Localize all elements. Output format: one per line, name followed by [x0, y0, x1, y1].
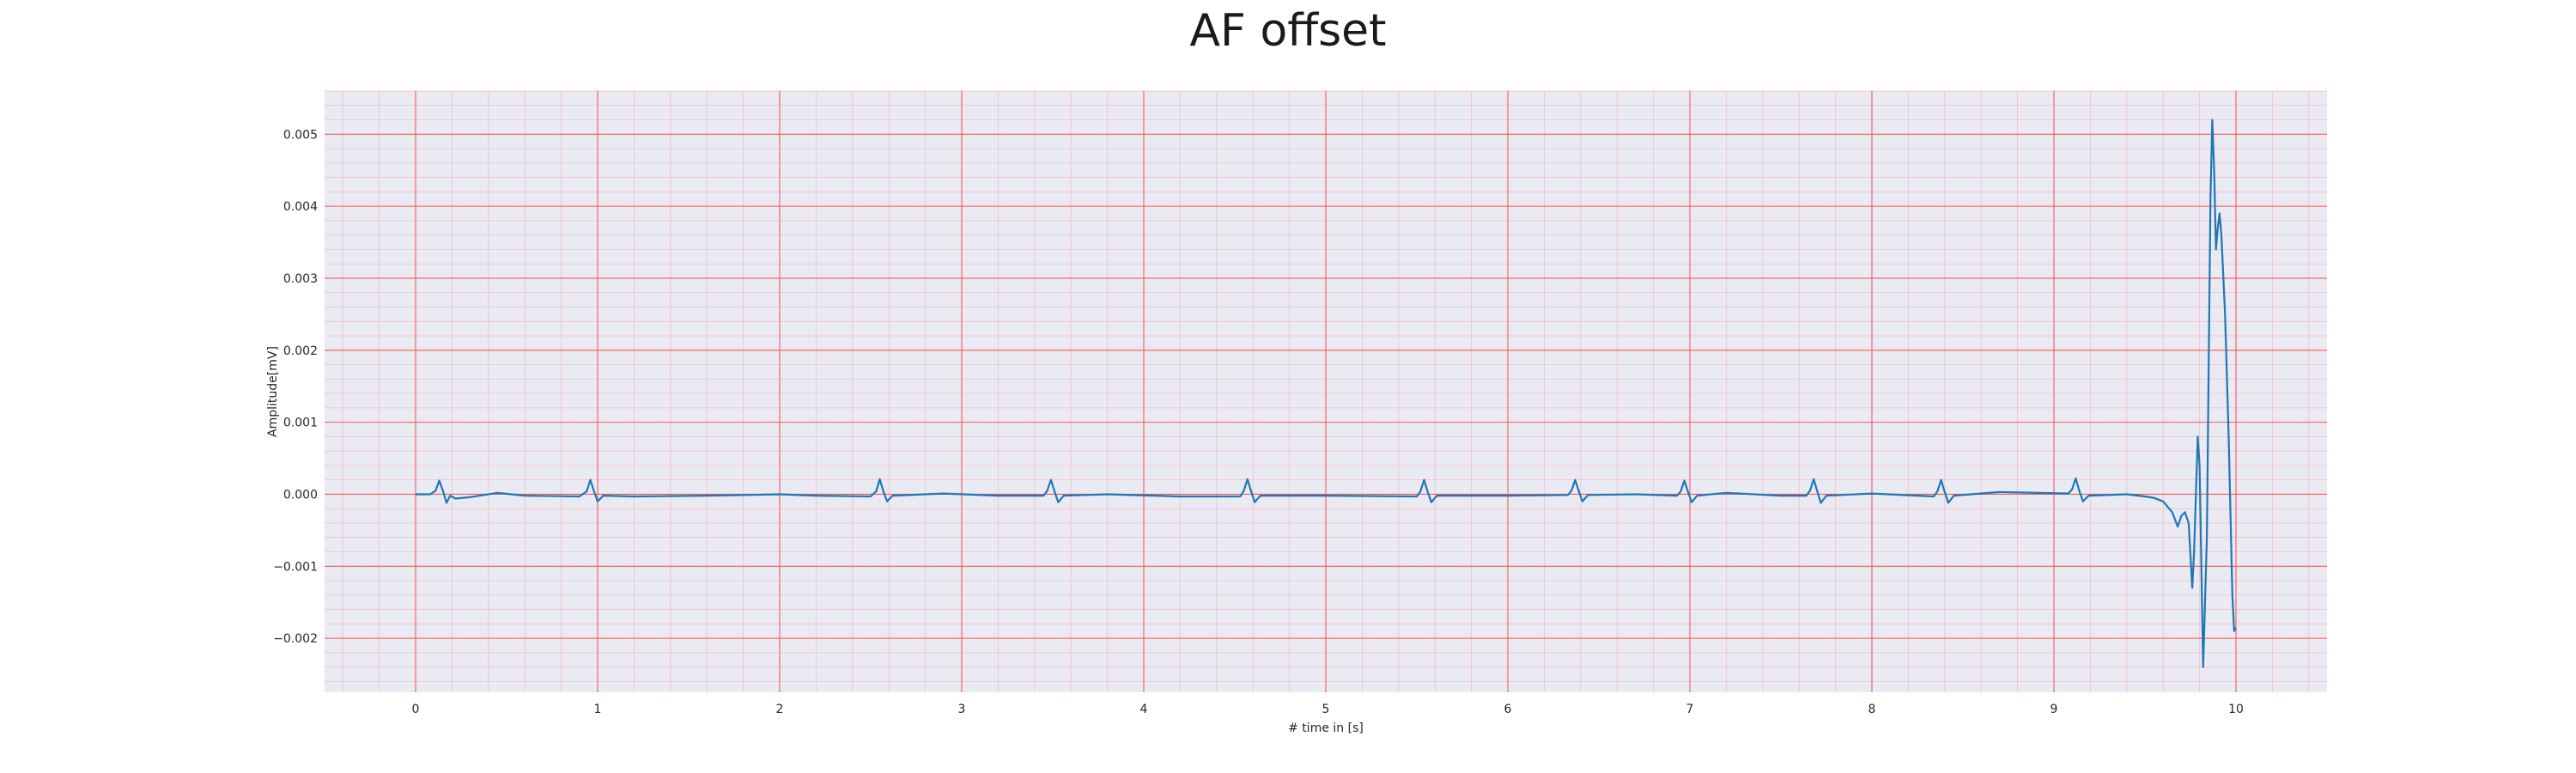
ecg-series-line	[416, 119, 2237, 668]
y-tick-label: 0.001	[283, 417, 318, 430]
x-tick-label: 6	[1504, 703, 1512, 716]
y-tick-label: −0.001	[273, 560, 318, 574]
x-tick-label: 1	[594, 703, 602, 716]
x-axis-label: # time in [s]	[1288, 721, 1364, 735]
x-tick-label: 7	[1686, 703, 1694, 716]
x-tick-label: 4	[1140, 703, 1148, 716]
major-grid	[325, 91, 2327, 692]
x-tick-label: 8	[1868, 703, 1876, 716]
x-tick-label: 5	[1322, 703, 1330, 716]
x-tick-label: 9	[2050, 703, 2058, 716]
y-tick-label: 0.005	[283, 128, 318, 142]
y-tick-label: 0.003	[283, 272, 318, 286]
x-axis-ticks: 0 1 2 3 4 5 6 7 8 9 10	[412, 703, 2244, 716]
y-axis-ticks: −0.002 −0.001 0.000 0.001 0.002 0.003 0.004 0.0…	[273, 128, 318, 646]
x-tick-label: 10	[2228, 703, 2244, 716]
x-tick-label: 3	[958, 703, 966, 716]
x-tick-label: 2	[776, 703, 784, 716]
x-tick-label: 0	[412, 703, 420, 716]
y-tick-label: 0.002	[283, 344, 318, 358]
y-tick-label: 0.004	[283, 200, 318, 214]
y-tick-label: −0.002	[273, 632, 318, 646]
y-axis-label: Amplitude[mV]	[266, 346, 280, 437]
y-tick-label: 0.000	[283, 488, 318, 502]
series-layer	[416, 119, 2237, 668]
chart-title: AF offset	[1189, 5, 1387, 57]
